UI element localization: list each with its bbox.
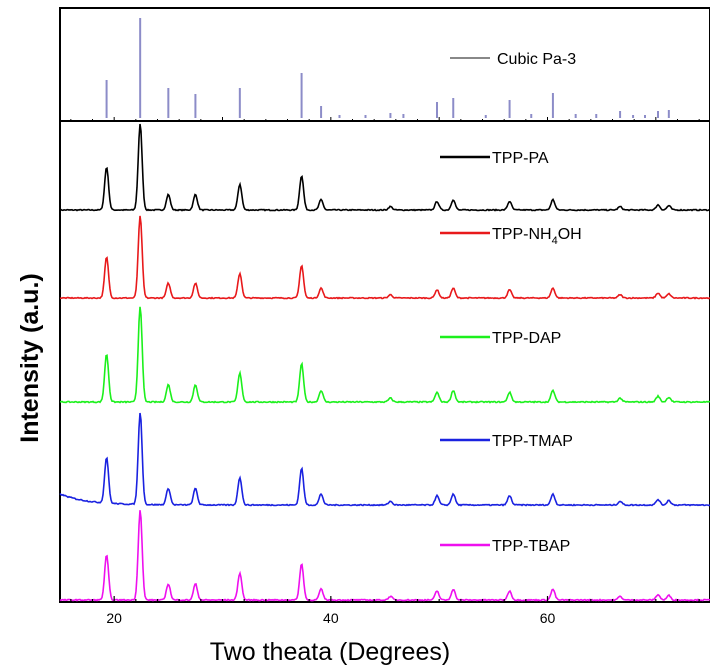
legend-label: TPP-DAP [492, 330, 561, 347]
series-group [59, 123, 710, 602]
legend-label: TPP-PA [492, 150, 549, 167]
legend-label-reference: Cubic Pa-3 [497, 51, 576, 68]
y-axis-title: Intensity (a.u.) [16, 273, 44, 442]
plot-border [59, 7, 710, 603]
x-tick-label: 20 [106, 610, 122, 626]
legend-label: TPP-NH4OH [492, 226, 582, 247]
series-line [59, 412, 710, 507]
legend-label: TPP-TMAP [492, 433, 573, 450]
legend: Cubic Pa-3 TPP-PA TPP-NH4OH TPP-DAP TPP-TMAP… [440, 51, 582, 555]
series-line [59, 215, 710, 300]
series-line [59, 510, 710, 602]
legend-label: TPP-TBAP [492, 538, 570, 555]
reference-pattern [105, 18, 670, 118]
series-line [59, 123, 710, 212]
x-axis: 20 40 60 [70, 596, 700, 626]
x-tick-label: 40 [323, 610, 339, 626]
x-tick-label: 60 [540, 610, 556, 626]
x-axis-title: Two theata (Degrees) [210, 638, 450, 666]
series-line [59, 306, 710, 404]
plot-frame [59, 7, 710, 603]
